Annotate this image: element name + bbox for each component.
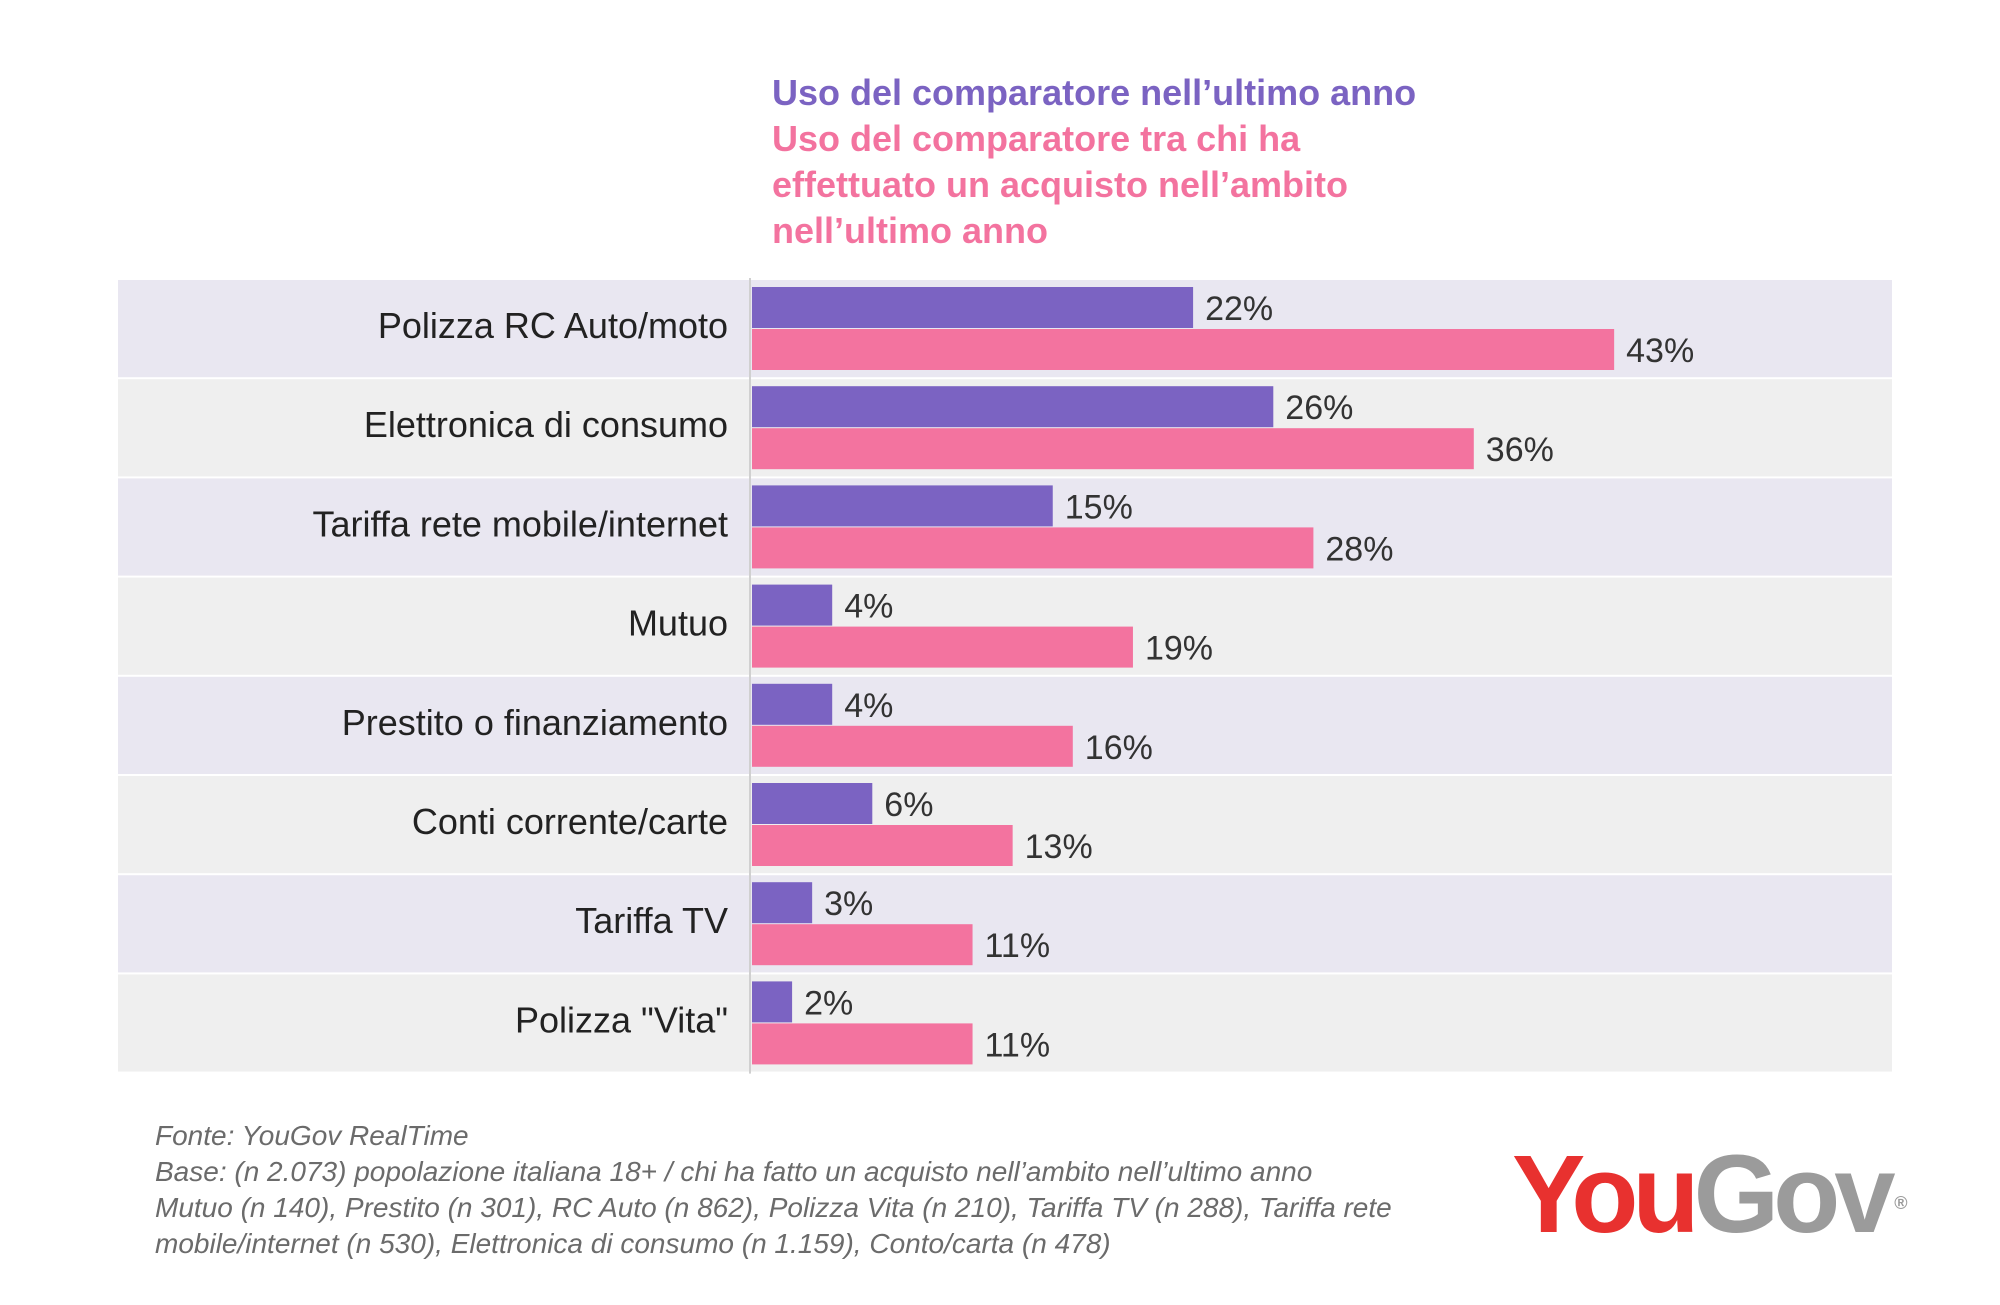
- bar-series-2: [752, 329, 1615, 370]
- bar-series-1: [752, 584, 833, 626]
- logo-registered-mark: ®: [1894, 1193, 1908, 1213]
- base-note-line-3: mobile/internet (n 530), Elettronica di …: [155, 1228, 1111, 1259]
- logo-gov: Gov: [1693, 1133, 1896, 1256]
- data-label: 28%: [1325, 530, 1393, 568]
- source-note: Fonte: YouGov RealTime: [155, 1120, 469, 1151]
- data-label: 16%: [1085, 729, 1153, 767]
- bar-series-2: [752, 725, 1073, 767]
- category-label: Elettronica di consumo: [364, 404, 728, 445]
- bar-series-1: [752, 485, 1053, 527]
- data-label: 43%: [1626, 332, 1694, 370]
- bar-series-2: [752, 924, 973, 966]
- base-note-line-1: Base: (n 2.073) popolazione italiana 18+…: [155, 1156, 1313, 1187]
- category-label: Polizza "Vita": [515, 999, 728, 1040]
- logo-you: You: [1512, 1133, 1700, 1256]
- bar-series-2: [752, 527, 1314, 569]
- legend-series-2: Uso del comparatore tra chi ha effettuat…: [772, 118, 1349, 251]
- category-label: Conti corrente/carte: [412, 801, 728, 842]
- bar-series-1: [752, 386, 1274, 428]
- category-label: Prestito o finanziamento: [342, 702, 728, 743]
- bar-series-1: [752, 287, 1194, 328]
- bar-series-2: [752, 1023, 973, 1065]
- data-label: 4%: [844, 687, 893, 725]
- data-label: 19%: [1145, 630, 1213, 668]
- row-background: [118, 974, 1892, 1072]
- bar-series-2: [752, 626, 1133, 668]
- category-label: Tariffa rete mobile/internet: [312, 503, 728, 544]
- data-label: 6%: [884, 786, 933, 824]
- data-label: 4%: [844, 588, 893, 626]
- data-label: 26%: [1285, 389, 1353, 427]
- row-background: [118, 875, 1892, 973]
- yougov-logo: YouGov ®: [1512, 1140, 1908, 1250]
- chart-legend: Uso del comparatore nell’ultimo anno Uso…: [772, 70, 1452, 254]
- category-label: Polizza RC Auto/moto: [378, 305, 728, 346]
- bar-series-1: [752, 882, 813, 924]
- data-label: 15%: [1065, 488, 1133, 526]
- bar-series-1: [752, 683, 833, 725]
- data-label: 13%: [1025, 828, 1093, 866]
- data-label: 11%: [985, 1026, 1051, 1064]
- legend-series-1: Uso del comparatore nell’ultimo anno: [772, 72, 1417, 113]
- bar-series-1: [752, 981, 793, 1023]
- bar-series-2: [752, 825, 1013, 866]
- chart-footer: Fonte: YouGov RealTime Base: (n 2.073) p…: [155, 1118, 1455, 1262]
- data-label: 2%: [804, 984, 853, 1022]
- data-label: 22%: [1205, 290, 1273, 328]
- data-label: 11%: [985, 927, 1051, 965]
- data-label: 3%: [824, 885, 873, 923]
- bar-series-1: [752, 783, 873, 824]
- category-label: Tariffa TV: [575, 900, 728, 941]
- data-label: 36%: [1486, 431, 1554, 469]
- bar-series-2: [752, 428, 1474, 470]
- base-note-line-2: Mutuo (n 140), Prestito (n 301), RC Auto…: [155, 1192, 1392, 1223]
- category-label: Mutuo: [628, 603, 728, 644]
